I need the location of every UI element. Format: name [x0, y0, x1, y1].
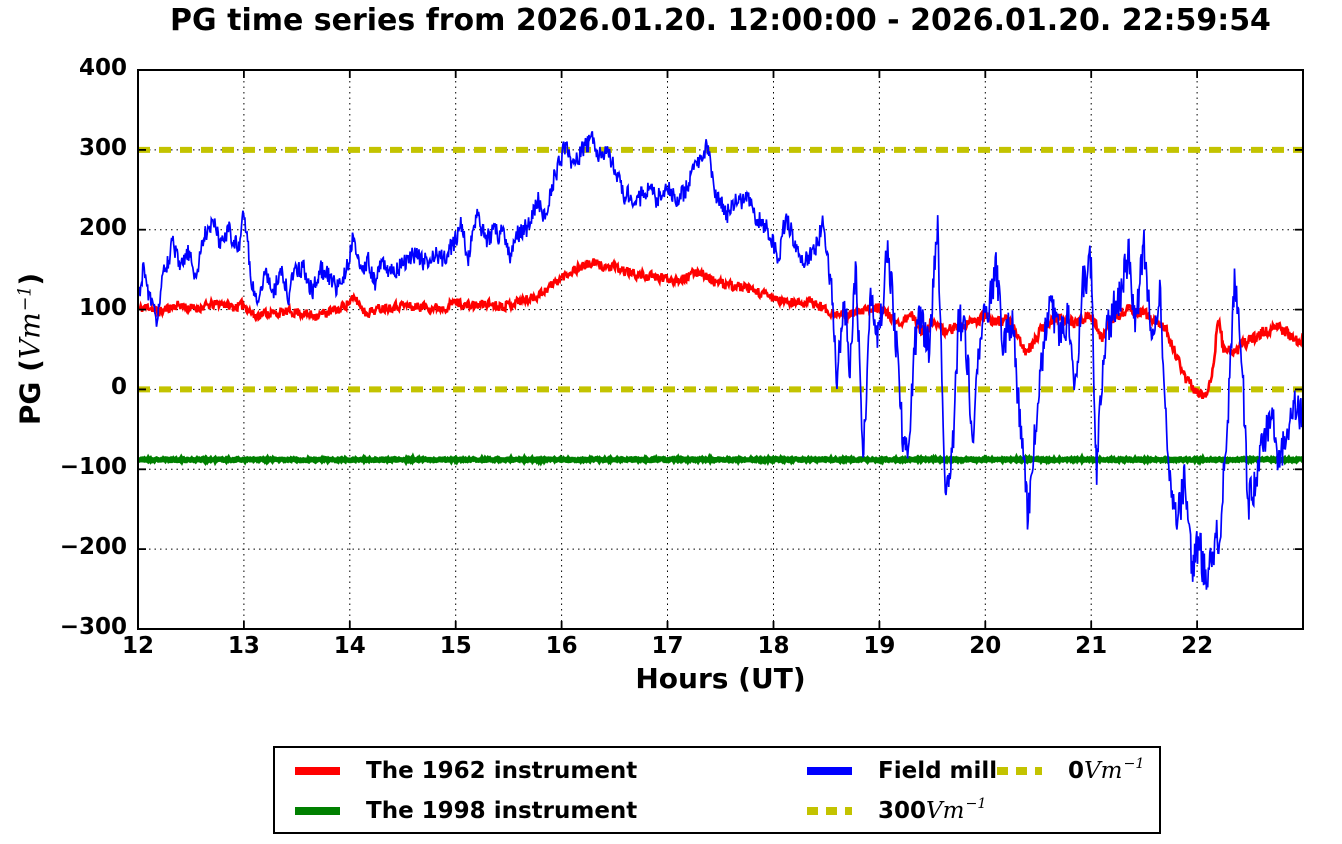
y-axis-label-math: Vm	[13, 312, 47, 360]
axes-border	[137, 69, 1304, 630]
x-tick-label-17: 17	[651, 633, 684, 659]
y-tick-label-200: 200	[78, 214, 127, 241]
the-1998-instrument-line	[138, 452, 1303, 467]
legend-the-1962-instrument-sample	[295, 767, 340, 775]
legend-ref-300-math: Vm	[926, 798, 965, 824]
y-tick-label--200: −200	[59, 534, 127, 561]
x-tick-label-14: 14	[333, 633, 366, 659]
y-axis-label-superscript: −1	[15, 285, 36, 312]
x-tick-label-13: 13	[227, 633, 260, 659]
x-tick-label-21: 21	[1075, 633, 1108, 659]
x-tick-label-20: 20	[969, 633, 1002, 659]
legend-ref-0-sample	[997, 767, 1042, 775]
x-tick-label-15: 15	[439, 633, 472, 659]
y-tick-label-300: 300	[78, 134, 127, 161]
legend-the-1998-instrument-label: The 1998 instrument	[366, 798, 638, 824]
legend-ref-300-sample	[807, 807, 852, 815]
y-axis-label-suffix: )	[13, 272, 47, 286]
x-tick-label-18: 18	[757, 633, 790, 659]
x-tick-label-12: 12	[121, 633, 154, 659]
legend-the-1998-instrument: The 1998 instrument	[295, 795, 637, 827]
legend-ref-300-superscript: −1	[965, 795, 987, 812]
legend-ref-0: 0 Vm −1	[997, 755, 1144, 787]
legend-ref-300: 300 Vm −1	[807, 795, 986, 827]
y-tick-label-0: 0	[110, 374, 127, 401]
legend-field-mill: Field mill	[807, 755, 997, 787]
y-axis-label-text: PG (	[13, 359, 47, 426]
legend-field-mill-label: Field mill	[878, 758, 998, 784]
x-tick-label-19: 19	[863, 633, 896, 659]
y-tick-label--300: −300	[59, 614, 127, 640]
the-1962-instrument-line	[138, 258, 1303, 399]
legend-the-1962-instrument: The 1962 instrument	[295, 755, 637, 787]
x-axis-label: Hours (UT)	[635, 662, 806, 695]
x-tick-label-22: 22	[1181, 633, 1214, 659]
x-tick-label-16: 16	[545, 633, 578, 659]
legend-ref-0-math: Vm	[1084, 758, 1123, 784]
y-tick-label-400: 400	[78, 55, 127, 81]
legend-ref-300-label: 300	[878, 798, 927, 824]
chart-title: PG time series from 2026.01.20. 12:00:00…	[170, 3, 1271, 38]
legend: The 1962 instrument The 1998 instrument Fi…	[273, 746, 1161, 834]
legend-the-1998-instrument-sample	[295, 807, 340, 815]
legend-the-1962-instrument-label: The 1962 instrument	[366, 758, 638, 784]
y-tick-label--100: −100	[59, 454, 127, 481]
legend-ref-0-label: 0	[1068, 758, 1085, 784]
field-mill-line	[138, 130, 1303, 590]
legend-ref-0-superscript: −1	[1123, 755, 1145, 772]
legend-field-mill-sample	[807, 767, 852, 775]
y-tick-label-100: 100	[78, 294, 127, 321]
y-axis-label: PG (Vm−1)	[14, 273, 47, 425]
